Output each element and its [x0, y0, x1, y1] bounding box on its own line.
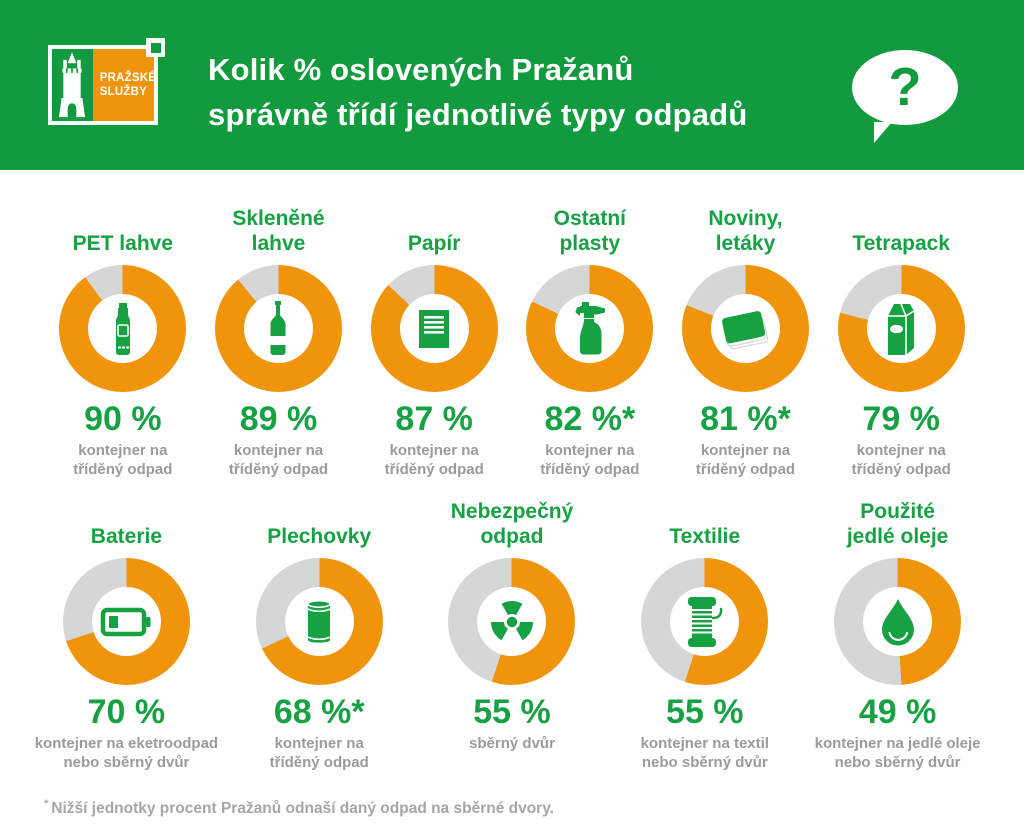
card-textilie: Textilie 55 % kontejner na textil nebo s…	[608, 495, 801, 772]
donut-chart	[837, 265, 965, 392]
logo-word-1: PRAŽSKÉ	[99, 72, 157, 84]
disposal-caption: sběrný dvůr	[469, 735, 555, 752]
logo-corner-badge	[146, 38, 165, 57]
donut-chart	[255, 558, 383, 685]
card-pet-lahve: PET lahve 90 % kontejner na tříděný odpa…	[45, 202, 201, 479]
waste-type-title: Noviny, letáky	[708, 207, 783, 255]
footnote-asterisk: *	[44, 798, 49, 810]
waste-type-title: Ostatní plasty	[553, 207, 626, 255]
waste-type-title: Textilie	[669, 525, 741, 548]
question-mark-glyph: ?	[888, 57, 922, 117]
can-icon	[256, 558, 383, 685]
disposal-caption: kontejner na tříděný odpad	[228, 442, 329, 478]
card-ostatni-plasty: Ostatní plasty 82 %* kontejner na tříděn…	[512, 202, 668, 479]
card-tetrapack: Tetrapack 79 % kontejner na tříděný odpa…	[823, 202, 979, 479]
beverage-carton-icon	[838, 265, 965, 392]
donut-chart	[370, 265, 498, 392]
logo-word-2: SLUŽBY	[99, 86, 147, 98]
percent-label: 81 %*	[700, 400, 791, 438]
donut-grid-row-1: PET lahve 90 % kontejner na tříděný odpa…	[0, 202, 1024, 479]
card-nebezpecny-odpad: Nebezpečný odpad 55 % sběrný dvůr	[416, 495, 609, 772]
card-sklenene-lahve: Skleněné lahve 89 % kontejner na tříděný…	[201, 202, 357, 479]
donut-chart	[526, 265, 654, 392]
waste-type-title: Skleněné lahve	[232, 207, 325, 255]
question-bubble: ?	[852, 50, 958, 143]
disposal-caption: kontejner na tříděný odpad	[269, 735, 369, 771]
percent-label: 90 %	[84, 400, 162, 438]
disposal-caption: kontejner na tříděný odpad	[695, 442, 796, 478]
donut-chart	[681, 265, 809, 392]
waste-type-title: Baterie	[90, 525, 162, 548]
radioactive-icon	[448, 558, 575, 685]
card-noviny-letaky: Noviny, letáky 81 %* kontejner na tříděn…	[668, 202, 824, 479]
glass-bottle-icon	[215, 265, 342, 392]
prague-tower-icon	[59, 52, 86, 118]
percent-label: 79 %	[862, 400, 940, 438]
page-title-line-2: správně třídí jednotlivé typy odpadů	[208, 97, 748, 132]
waste-type-title: Použité jedlé oleje	[846, 500, 949, 548]
donut-chart	[62, 558, 190, 685]
oil-drop-icon	[834, 558, 961, 685]
disposal-caption: kontejner na tříděný odpad	[384, 442, 484, 478]
bubble-tail	[874, 122, 892, 143]
donut-chart	[59, 265, 187, 392]
card-plechovky: Plechovky 68 %* kontejner na tříděný odp…	[223, 495, 416, 772]
card-pouzite-jedle-oleje: Použité jedlé oleje 49 % kontejner na je…	[801, 495, 994, 772]
waste-type-title: Plechovky	[267, 525, 372, 548]
logo-corner-badge-square	[150, 42, 161, 53]
waste-type-title: Nebezpečný odpad	[450, 500, 574, 548]
donut-chart	[641, 558, 769, 685]
header-banner: PRAŽSKÉ SLUŽBY Kolik % oslovených Pražan…	[0, 0, 1024, 170]
newspaper-icon	[682, 265, 809, 392]
prazske-sluzby-logo: PRAŽSKÉ SLUŽBY	[48, 38, 165, 125]
disposal-caption: kontejner na tříděný odpad	[851, 442, 951, 478]
battery-icon	[63, 558, 190, 685]
logo-tower-pane	[52, 49, 93, 121]
page-title: Kolik % oslovených Pražanů správně třídí…	[208, 47, 747, 137]
percent-label: 70 %	[87, 693, 166, 731]
footnote: * Nižší jednotky procent Pražanů odnaší d…	[44, 798, 1024, 818]
waste-type-title: Tetrapack	[852, 232, 950, 255]
waste-type-title: PET lahve	[72, 232, 174, 255]
disposal-caption: kontejner na jedlé oleje nebo sběrný dvů…	[814, 735, 981, 771]
percent-label: 49 %	[858, 693, 937, 731]
page-title-line-1: Kolik % oslovených Pražanů	[208, 52, 634, 87]
card-papir: Papír 87 % kontejner na tříděný odpad	[356, 202, 512, 479]
disposal-caption: kontejner na textil nebo sběrný dvůr	[640, 735, 769, 771]
donut-chart	[214, 265, 342, 392]
donut-grid-row-2: Baterie 70 % kontejner na eketroodpad ne…	[0, 495, 1024, 772]
percent-label: 87 %	[395, 400, 473, 438]
spray-bottle-icon	[526, 265, 653, 392]
card-baterie: Baterie 70 % kontejner na eketroodpad ne…	[30, 495, 223, 772]
donut-chart	[448, 558, 576, 685]
logo-wordmark: PRAŽSKÉ SLUŽBY	[92, 49, 157, 121]
percent-label: 55 %	[473, 693, 551, 731]
disposal-caption: kontejner na tříděný odpad	[540, 442, 640, 478]
paper-icon	[371, 265, 498, 392]
disposal-caption: kontejner na tříděný odpad	[73, 442, 173, 478]
footnote-text: Nižší jednotky procent Pražanů odnaší da…	[51, 800, 554, 818]
pet-bottle-icon	[59, 265, 186, 392]
percent-label: 68 %*	[273, 693, 365, 731]
disposal-caption: kontejner na eketroodpad nebo sběrný dvů…	[34, 735, 219, 771]
waste-type-title: Papír	[407, 232, 461, 255]
percent-label: 89 %	[239, 400, 318, 438]
percent-label: 55 %	[666, 693, 744, 731]
percent-label: 82 %*	[544, 400, 636, 438]
thread-spool-icon	[641, 558, 768, 685]
donut-chart	[834, 558, 962, 685]
